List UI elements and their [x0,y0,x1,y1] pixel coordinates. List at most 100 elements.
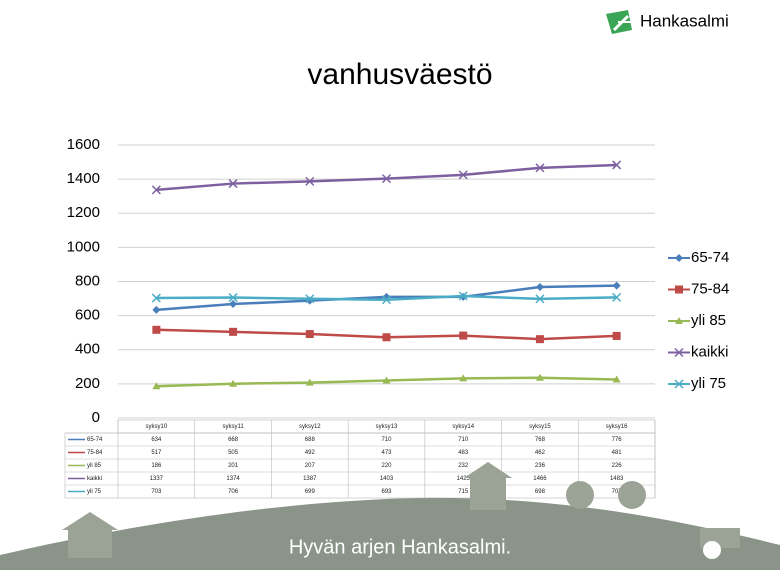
marker [381,174,392,184]
y-tick-label: 400 [75,341,100,358]
table-cell: 710 [381,437,392,443]
table-cell: 505 [228,450,239,456]
marker [459,374,468,382]
marker [535,373,544,381]
y-tick-label: 0 [92,409,100,426]
table-cell: 481 [612,450,623,456]
marker [458,170,468,180]
marker [535,335,544,344]
table-cell: 232 [458,463,469,469]
table-cell: 634 [151,437,162,443]
table-cell: 715 [458,489,469,495]
marker [228,179,238,189]
table-cell: 768 [535,437,546,443]
marker [151,293,161,303]
table-cell: 707 [612,489,623,495]
marker [381,295,392,305]
chart-title: vanhusväestö [307,58,492,91]
table-header: syksy13 [376,424,398,430]
table-cell: 201 [228,463,239,469]
table-cell: 186 [151,463,162,469]
table-cell: 776 [612,437,623,443]
table-row-label: 75-84 [87,450,103,456]
table-cell: 699 [305,489,316,495]
marker [305,330,314,339]
table-row-label: yli 85 [87,463,102,469]
marker [382,333,391,342]
y-tick-label: 200 [75,375,100,392]
table-cell: 483 [458,450,469,456]
table-cell: 236 [535,463,546,469]
table-cell: 1483 [610,476,624,482]
legend-label: 75-84 [691,280,729,297]
table-cell: 688 [305,437,316,443]
table-row-label: yli 75 [87,489,102,495]
table-row-label: kaikki [87,476,102,482]
legend-label: yli 75 [691,375,726,392]
marker [305,294,315,304]
marker [459,331,468,340]
marker [152,325,161,334]
legend-label: yli 85 [691,312,726,329]
marker [305,176,315,186]
marker [229,327,238,336]
marker [305,378,314,386]
table-cell: 1337 [150,476,164,482]
table-row-label: 65-74 [87,437,103,443]
y-tick-label: 600 [75,307,100,324]
table-cell: 706 [228,489,239,495]
table-cell: 220 [381,463,392,469]
y-tick-label: 1200 [67,204,100,221]
table-cell: 492 [305,450,316,456]
table-cell: 710 [458,437,469,443]
table-cell: 462 [535,450,546,456]
marker [612,331,621,340]
y-tick-label: 1600 [67,136,100,153]
table-header: syksy14 [452,424,474,430]
marker [612,281,621,290]
marker [612,375,621,383]
legend-label: kaikki [691,343,729,360]
table-cell: 207 [305,463,316,469]
legend-marker [675,285,683,294]
table-cell: 1387 [303,476,317,482]
table-cell: 226 [612,463,623,469]
marker [382,376,391,384]
table-header: syksy11 [222,424,244,430]
legend-marker [675,254,683,262]
table-cell: 517 [151,450,162,456]
y-tick-label: 1400 [67,170,100,187]
series-line [156,163,617,192]
marker [151,185,161,195]
marker [152,382,161,390]
table-header: syksy16 [606,424,628,430]
table-header: syksy12 [299,424,321,430]
logo-text: Hankasalmi [640,11,729,30]
table-cell: 668 [228,437,239,443]
marker [535,294,545,304]
y-tick-label: 1000 [67,238,100,255]
table-cell: 1425 [457,476,471,482]
table-header: syksy10 [146,424,168,430]
marker [535,282,544,291]
table-cell: 1466 [533,476,547,482]
table-cell: 698 [535,489,546,495]
marker [612,292,622,302]
y-tick-label: 800 [75,272,100,289]
table-cell: 1403 [380,476,394,482]
legend-marker [674,379,684,389]
legend-marker [674,347,684,358]
footer-art [0,462,780,570]
logo-icon [606,10,634,34]
marker [458,291,468,301]
legend-marker [675,317,683,324]
footer-text: Hyvän arjen Hankasalmi. [289,536,511,558]
legend-label: 65-74 [691,249,729,266]
marker [229,379,238,387]
marker [152,305,161,314]
table-cell: 473 [381,450,392,456]
marker [228,293,238,303]
table-header: syksy15 [529,424,551,430]
marker [229,300,238,309]
